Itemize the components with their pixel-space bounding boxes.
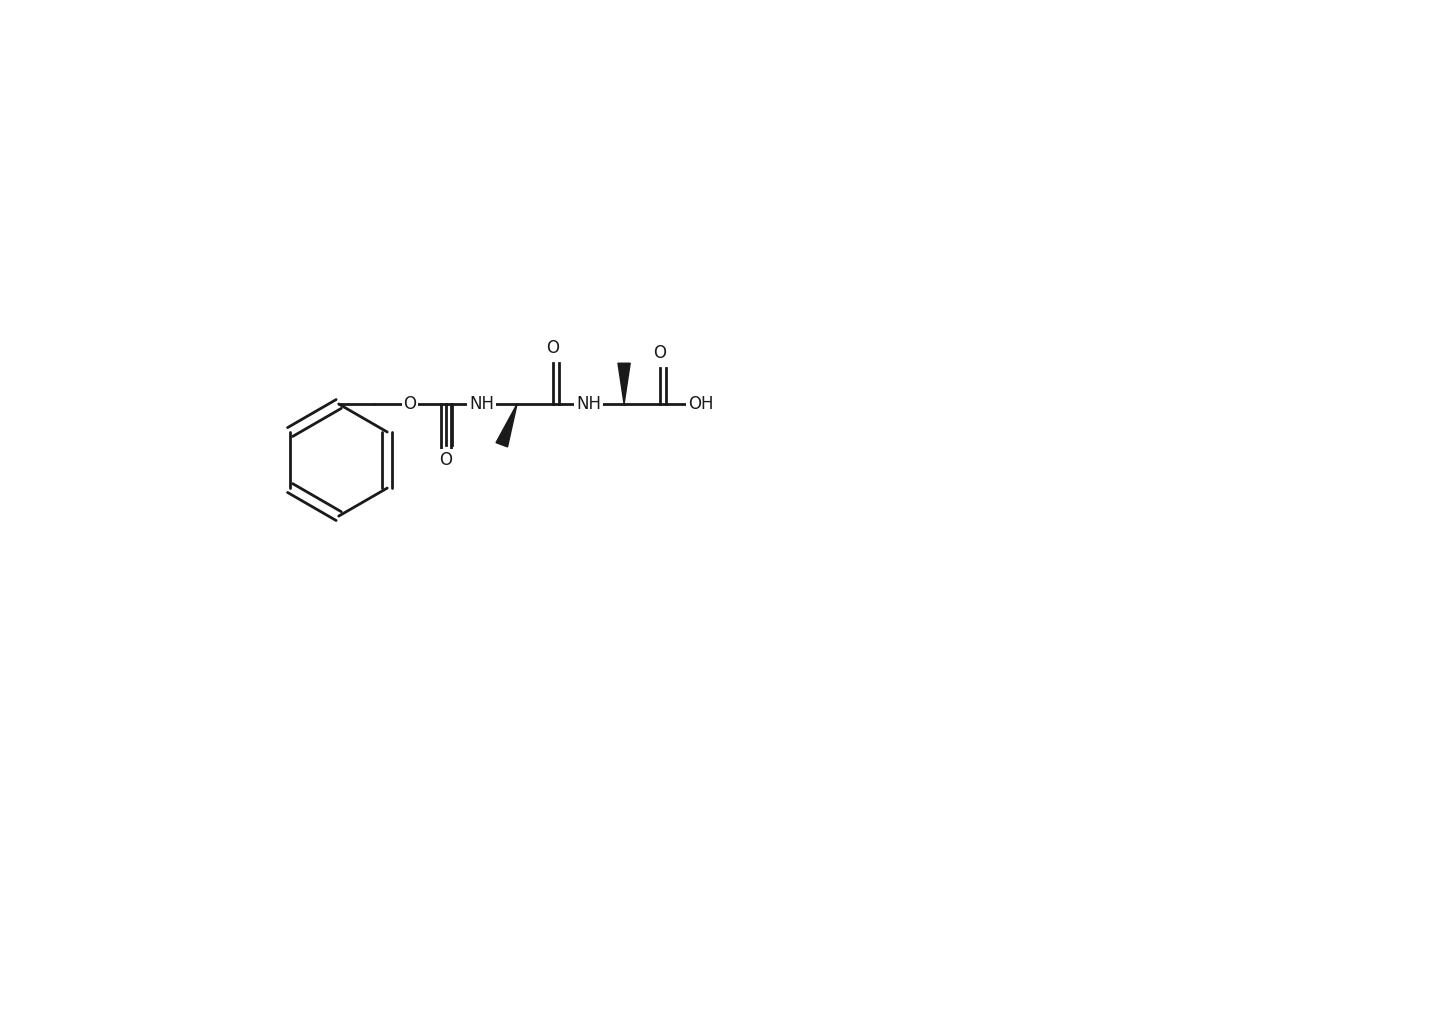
Text: O: O [404, 394, 417, 413]
Polygon shape [619, 363, 630, 404]
Text: O: O [439, 451, 452, 469]
Polygon shape [497, 404, 517, 447]
Text: NH: NH [469, 394, 494, 413]
Text: NH: NH [576, 394, 601, 413]
Text: OH: OH [688, 394, 713, 413]
Text: O: O [653, 344, 666, 362]
Text: O: O [546, 339, 559, 357]
